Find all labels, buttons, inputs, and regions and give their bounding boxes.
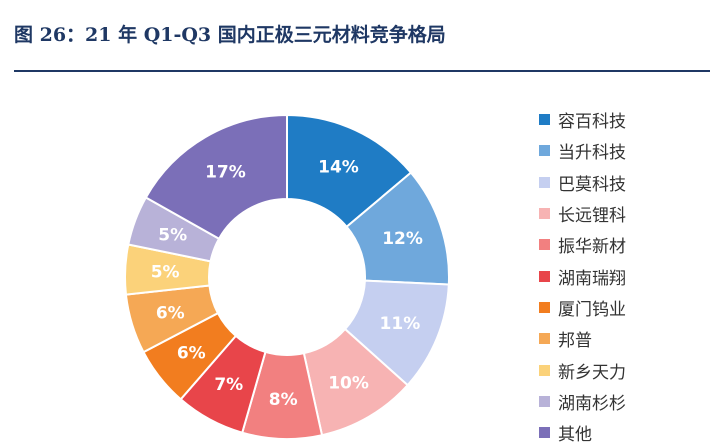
legend-label: 湖南瑞翔 (558, 268, 626, 289)
legend-item-5: 振华新材 (539, 229, 626, 260)
legend-label: 厦门钨业 (558, 299, 626, 320)
legend-swatch (539, 176, 550, 188)
legend-item-1: 容百科技 (539, 104, 626, 135)
legend-item-2: 当升科技 (539, 135, 626, 166)
legend-swatch (539, 270, 550, 282)
legend-swatch (539, 395, 550, 407)
legend-item-7: 厦门钨业 (539, 292, 626, 323)
legend-swatch (539, 208, 550, 220)
legend: 容百科技当升科技巴莫科技长远锂科振华新材湖南瑞翔厦门钨业邦普新乡天力湖南杉杉其他 (539, 104, 626, 448)
legend-label: 当升科技 (558, 143, 626, 164)
legend-label: 邦普 (558, 331, 592, 352)
slice-label-3: 11% (380, 314, 421, 334)
slice-label-10: 5% (158, 225, 187, 245)
legend-label: 湖南杉杉 (558, 393, 626, 414)
legend-swatch (539, 427, 550, 439)
slice-label-1: 14% (318, 157, 359, 177)
legend-label: 振华新材 (558, 237, 626, 258)
legend-swatch (539, 333, 550, 345)
slice-label-5: 8% (269, 390, 298, 410)
slice-label-4: 10% (328, 373, 369, 393)
legend-swatch (539, 239, 550, 251)
legend-item-10: 湖南杉杉 (539, 386, 626, 417)
slice-label-9: 5% (151, 262, 180, 282)
legend-item-8: 邦普 (539, 323, 626, 354)
legend-label: 巴莫科技 (558, 174, 626, 195)
slice-label-2: 12% (382, 229, 423, 249)
chart-title: 图 26：21 年 Q1-Q3 国内正极三元材料竞争格局 (14, 24, 446, 46)
legend-label: 新乡天力 (558, 362, 626, 383)
legend-label: 其他 (558, 425, 592, 446)
legend-label: 容百科技 (558, 112, 626, 133)
legend-swatch (539, 114, 550, 126)
slice-label-8: 6% (156, 304, 185, 324)
slice-label-6: 7% (214, 375, 243, 395)
donut-slice-11 (144, 113, 288, 241)
legend-item-6: 湖南瑞翔 (539, 260, 626, 291)
legend-label: 长远锂科 (558, 206, 626, 227)
legend-swatch (539, 364, 550, 376)
legend-item-4: 长远锂科 (539, 198, 626, 229)
legend-swatch (539, 301, 550, 313)
title-divider (14, 70, 710, 72)
legend-item-9: 新乡天力 (539, 354, 626, 385)
slice-label-11: 17% (205, 163, 246, 183)
legend-item-11: 其他 (539, 417, 626, 448)
slice-label-7: 6% (177, 344, 206, 364)
legend-item-3: 巴莫科技 (539, 167, 626, 198)
legend-swatch (539, 145, 550, 157)
